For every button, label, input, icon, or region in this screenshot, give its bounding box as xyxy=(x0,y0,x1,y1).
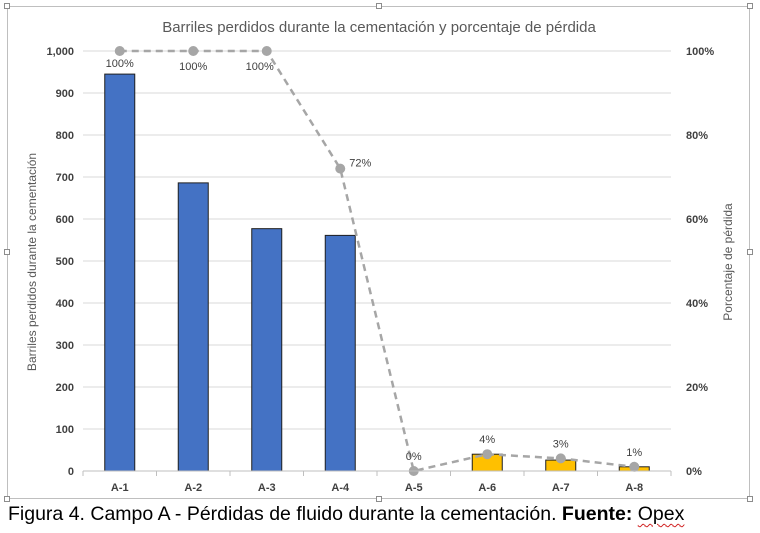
y-tick-label: 500 xyxy=(56,256,74,268)
axes: 0 100 200 300 400 500 600 700 800 900 1,000 0% 20% 40… xyxy=(46,46,714,494)
bar xyxy=(324,234,356,472)
y2-tick-label: 100% xyxy=(686,46,714,58)
bar xyxy=(104,73,136,472)
caption-source-label: Fuente: xyxy=(561,503,633,525)
x-tick-label: A-1 xyxy=(111,482,129,494)
y-tick-label: 0 xyxy=(68,466,74,478)
percentage-line xyxy=(119,49,635,473)
percentage-line-series: 100% 100% 100% 72% 0% 4% 3% 1% xyxy=(106,46,642,476)
percentage-point xyxy=(261,46,272,56)
resize-handle-bottom-left[interactable] xyxy=(4,496,10,502)
percentage-data-label: 4% xyxy=(479,434,495,446)
caption-source-value: Opex xyxy=(637,503,685,525)
resize-handle-bottom-right[interactable] xyxy=(747,496,753,502)
percentage-point xyxy=(188,46,199,56)
chart-frame[interactable]: 100% 100% 100% 72% 0% 4% 3% 1% 0 100 200 300 400 500… xyxy=(7,6,750,499)
x-tick-label: A-8 xyxy=(625,482,643,494)
percentage-point xyxy=(629,461,640,472)
y2-tick-label: 80% xyxy=(686,130,708,142)
x-tick-label: A-6 xyxy=(478,482,496,494)
percentage-point xyxy=(114,46,125,56)
percentage-point xyxy=(555,453,566,464)
y-tick-label: 100 xyxy=(56,424,74,436)
percentage-point xyxy=(335,163,346,174)
percentage-data-label: 100% xyxy=(106,58,134,70)
x-tick-label: A-7 xyxy=(552,482,570,494)
resize-handle-middle-left[interactable] xyxy=(4,249,10,255)
percentage-data-label: 1% xyxy=(626,447,642,459)
y2-tick-label: 0% xyxy=(686,466,702,478)
y-tick-label: 900 xyxy=(56,88,74,100)
figure-caption: Figura 4. Campo A - Pérdidas de fluido d… xyxy=(8,503,684,526)
percentage-point xyxy=(482,449,493,460)
x-tick-label: A-2 xyxy=(184,482,202,494)
y-tick-label: 700 xyxy=(56,172,74,184)
y-axis-label: Barriles perdidos durante la cementación xyxy=(25,153,39,371)
percentage-data-label: 100% xyxy=(179,61,207,73)
resize-handle-top-center[interactable] xyxy=(376,3,382,9)
y2-axis-label: Porcentaje de pérdida xyxy=(721,203,735,321)
x-tick-label: A-5 xyxy=(405,482,423,494)
y2-tick-label: 40% xyxy=(686,298,708,310)
percentage-data-label: 100% xyxy=(246,61,274,73)
resize-handle-top-left[interactable] xyxy=(4,3,10,9)
percentage-data-label: 0% xyxy=(406,451,422,463)
x-tick-label: A-3 xyxy=(258,482,276,494)
x-tick-label: A-4 xyxy=(331,482,350,494)
y-tick-label: 600 xyxy=(56,214,74,226)
resize-handle-top-right[interactable] xyxy=(747,3,753,9)
y-tick-label: 1,000 xyxy=(46,46,74,58)
y-tick-label: 200 xyxy=(56,382,74,394)
chart-title: Barriles perdidos durante la cementación… xyxy=(162,19,596,36)
resize-handle-bottom-center[interactable] xyxy=(376,496,382,502)
y2-tick-label: 60% xyxy=(686,214,708,226)
caption-text: Figura 4. Campo A - Pérdidas de fluido d… xyxy=(8,503,562,525)
y-tick-label: 800 xyxy=(56,130,74,142)
bar-series xyxy=(104,73,650,472)
resize-handle-middle-right[interactable] xyxy=(747,249,753,255)
percentage-data-label: 72% xyxy=(349,158,371,170)
bar xyxy=(177,182,209,472)
y-tick-label: 300 xyxy=(56,340,74,352)
bar xyxy=(251,228,283,472)
gridlines xyxy=(83,50,671,430)
percentage-data-label: 3% xyxy=(553,438,569,450)
chart-svg: 100% 100% 100% 72% 0% 4% 3% 1% 0 100 200 300 400 500… xyxy=(25,19,735,494)
y2-tick-label: 20% xyxy=(686,382,708,394)
y-tick-label: 400 xyxy=(56,298,74,310)
